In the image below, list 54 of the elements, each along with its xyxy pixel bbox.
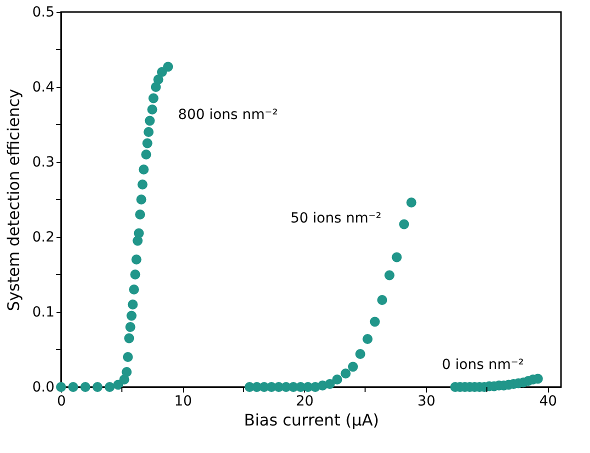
y-tick-label: 0.1 xyxy=(32,304,54,320)
x-tick-label: 40 xyxy=(539,394,558,410)
y-tick-label: 0.5 xyxy=(32,4,54,20)
point xyxy=(126,310,137,321)
point xyxy=(92,382,102,392)
point xyxy=(148,93,158,104)
point xyxy=(122,367,132,377)
point xyxy=(144,127,154,137)
x-tick-label: 0 xyxy=(57,394,66,410)
point xyxy=(68,382,78,392)
point xyxy=(130,270,140,280)
point xyxy=(138,180,148,190)
point xyxy=(355,349,366,359)
point xyxy=(124,333,134,344)
point xyxy=(136,194,146,204)
point xyxy=(324,379,335,389)
point xyxy=(134,228,144,238)
point xyxy=(147,104,158,114)
point xyxy=(362,334,373,344)
point xyxy=(392,252,402,262)
point xyxy=(144,116,155,126)
y-tick-label: 0.0 xyxy=(32,380,54,396)
series-label: 0 ions nm⁻² xyxy=(442,356,524,373)
x-tick-label: 20 xyxy=(296,394,314,410)
series-label: 800 ions nm⁻² xyxy=(178,106,278,123)
y-axis-title: System detection efficiency xyxy=(4,88,24,312)
point xyxy=(128,300,138,310)
y-tick-label: 0.3 xyxy=(32,154,54,170)
point xyxy=(153,74,164,84)
point xyxy=(80,382,90,392)
x-axis-title: Bias current (μA) xyxy=(244,410,380,430)
point xyxy=(332,374,342,384)
point xyxy=(377,295,388,305)
point xyxy=(141,150,152,160)
point xyxy=(399,219,410,230)
point xyxy=(131,254,142,264)
point xyxy=(135,210,146,220)
point xyxy=(138,164,149,174)
point xyxy=(340,368,351,378)
point xyxy=(384,270,394,280)
x-tick-label: 30 xyxy=(418,394,436,410)
series-label: 50 ions nm⁻² xyxy=(290,210,382,226)
y-tick-label: 0.2 xyxy=(32,230,54,246)
point xyxy=(122,352,133,362)
point xyxy=(348,362,358,372)
point xyxy=(104,382,115,392)
point xyxy=(142,138,152,148)
point xyxy=(163,62,174,72)
point xyxy=(128,284,139,294)
y-tick-label: 0.4 xyxy=(32,80,55,96)
x-tick-label: 10 xyxy=(174,394,192,410)
point xyxy=(370,316,380,327)
point xyxy=(125,322,136,332)
point xyxy=(406,198,416,208)
